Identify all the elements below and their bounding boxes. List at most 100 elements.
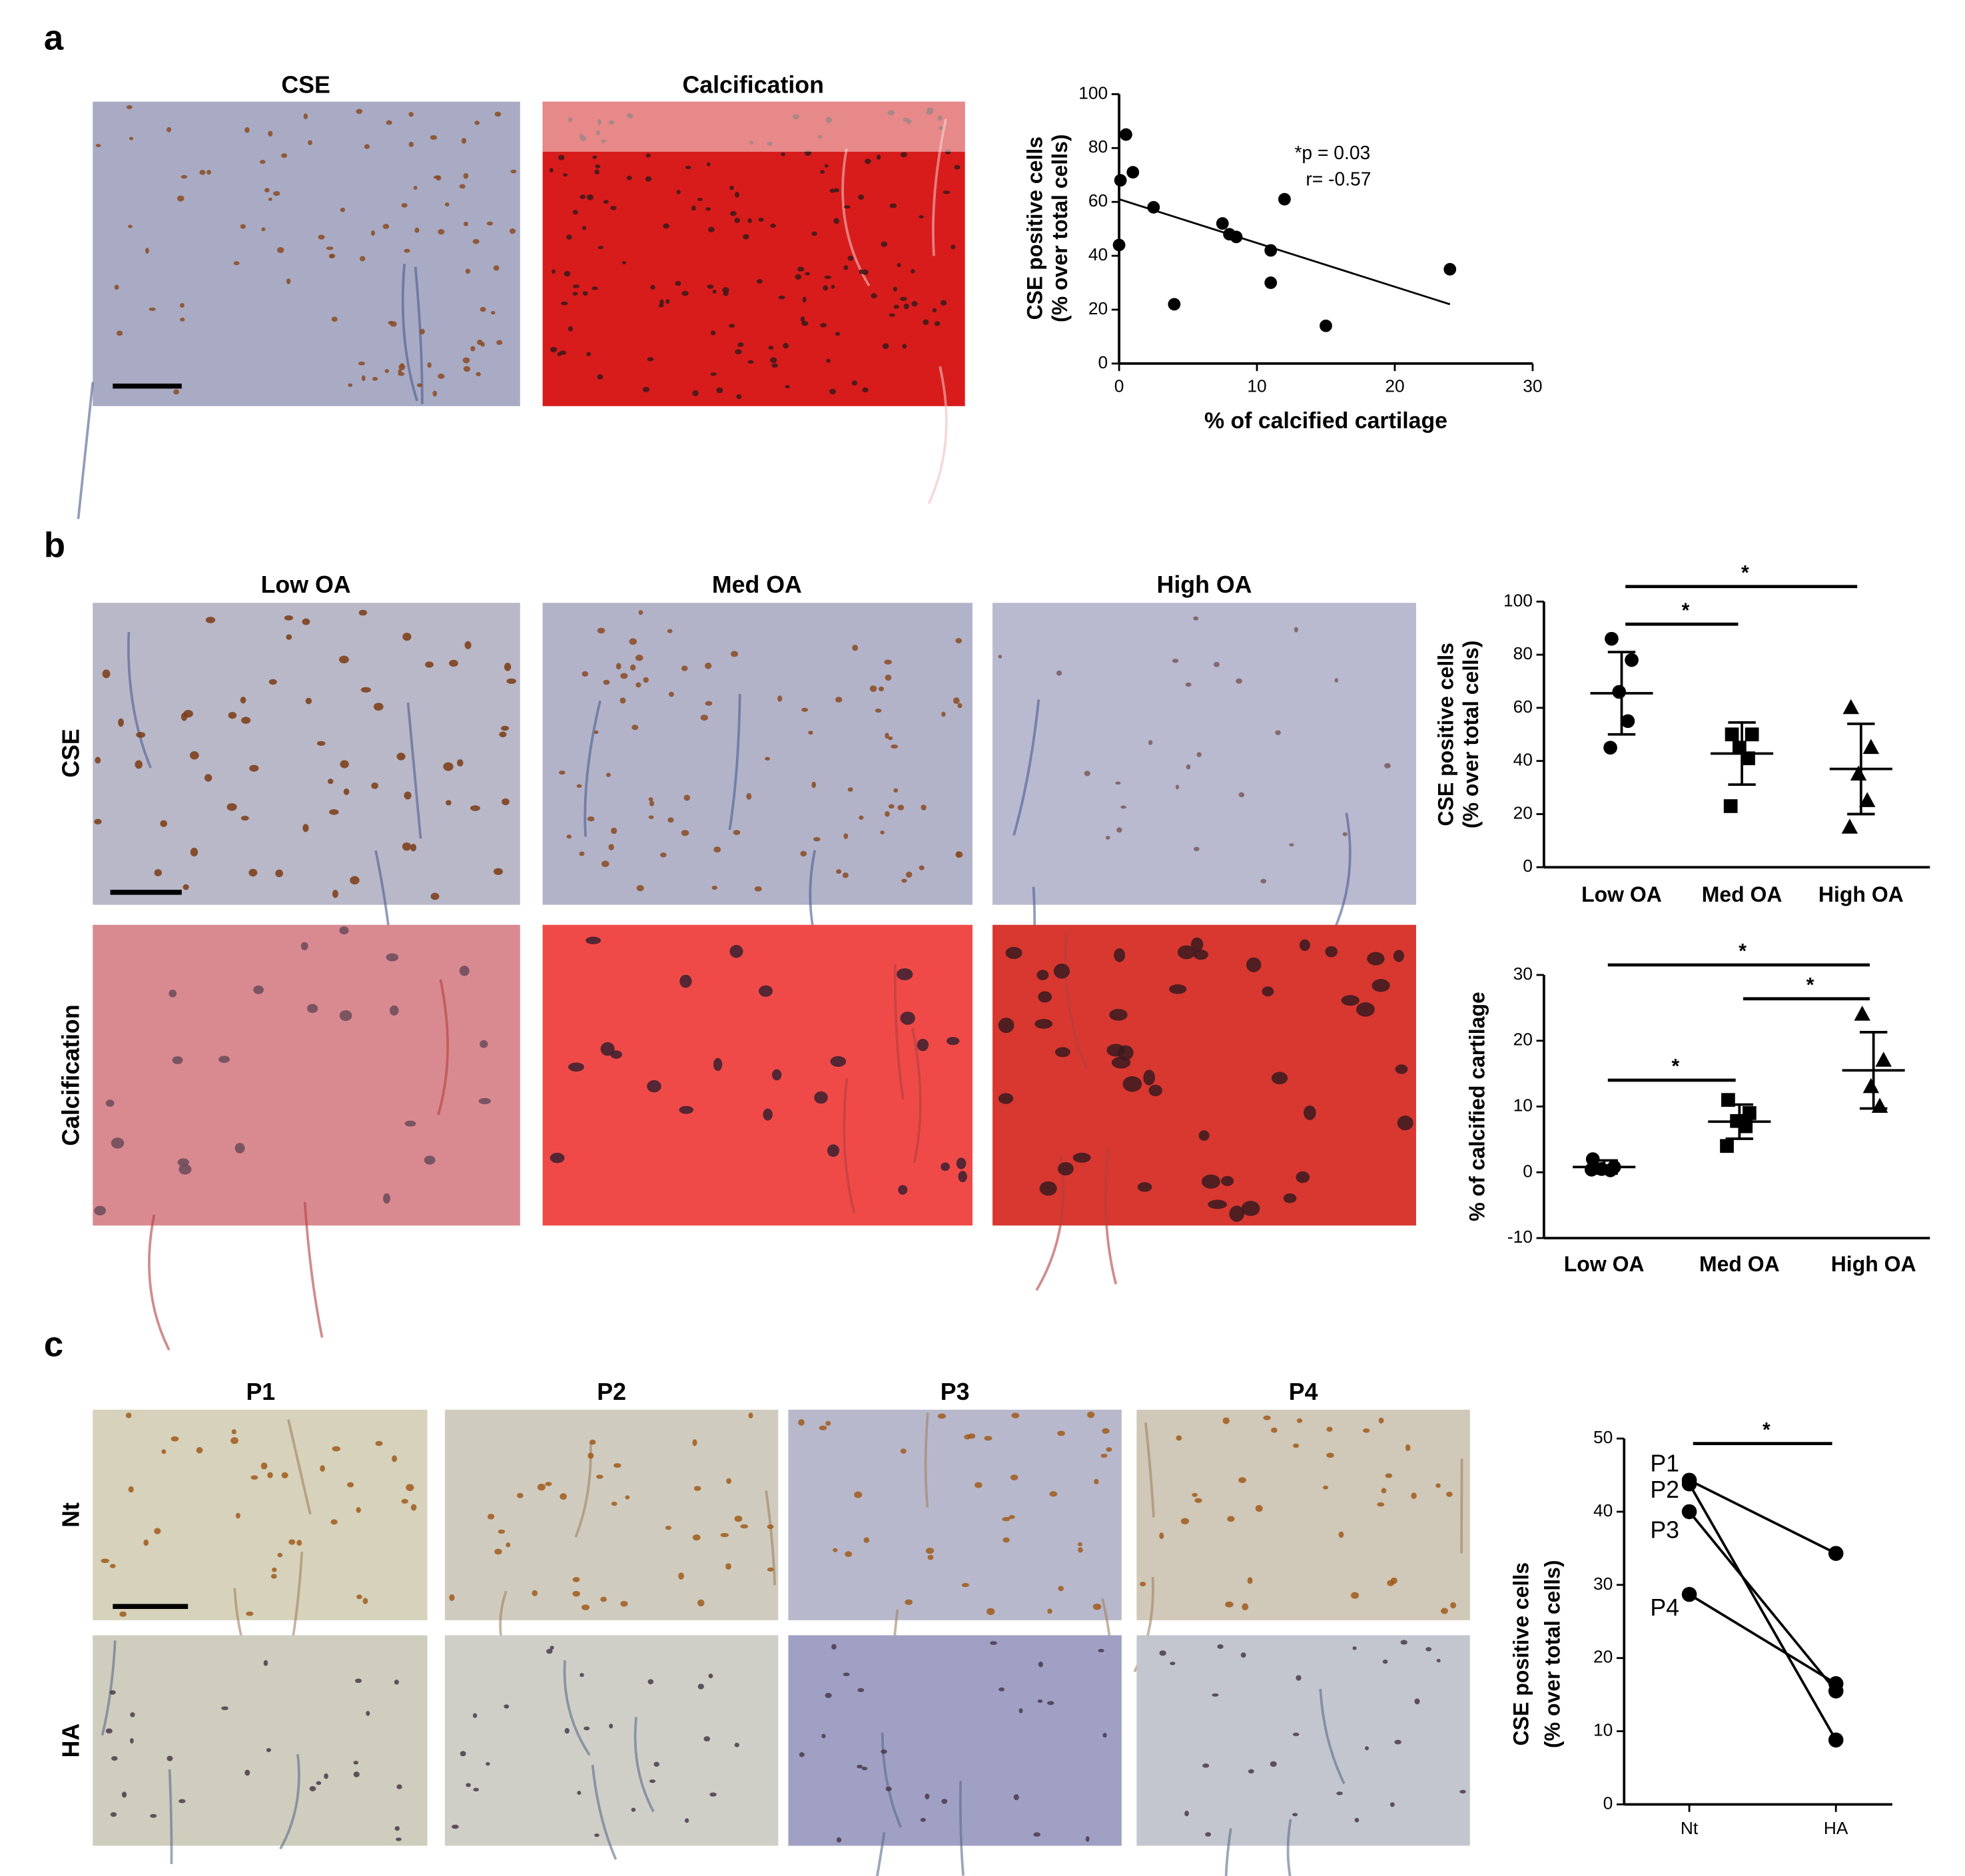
data-point xyxy=(1842,699,1860,715)
micrograph-cell xyxy=(659,299,664,306)
micrograph-cell xyxy=(823,285,829,291)
micrograph-cell xyxy=(161,1449,167,1454)
micrograph-cell xyxy=(302,824,309,832)
micrograph-cell xyxy=(1140,1582,1146,1587)
micrograph-cell xyxy=(1411,1492,1417,1499)
micrograph-cell xyxy=(619,697,626,704)
micrograph-cell xyxy=(218,1056,230,1064)
micrograph-cell xyxy=(246,1611,254,1616)
micrograph-cell xyxy=(956,851,961,858)
micrograph-cell xyxy=(180,317,185,322)
micrograph-cell xyxy=(831,1644,837,1650)
micrograph-cell xyxy=(735,349,742,355)
micrograph-cell xyxy=(463,221,468,226)
micrograph-cell xyxy=(1137,1182,1152,1192)
micrograph-cell xyxy=(386,953,399,962)
micrograph-cell xyxy=(681,830,689,836)
micrograph-cell xyxy=(102,669,111,679)
micrograph-cell xyxy=(955,638,963,644)
micrograph-cell xyxy=(340,760,349,769)
micrograph-cell xyxy=(362,1598,368,1604)
micrograph-cell xyxy=(509,228,516,234)
micrograph-cell xyxy=(857,1764,863,1769)
micrograph-highlight xyxy=(542,101,965,152)
micrograph xyxy=(788,1409,1122,1620)
micrograph-cell xyxy=(240,697,246,704)
micrograph-cell xyxy=(1092,1603,1102,1610)
micrograph-cell xyxy=(226,803,237,811)
data-point xyxy=(1723,799,1738,813)
micrograph-cell xyxy=(767,1524,774,1529)
micrograph-cell xyxy=(244,1769,250,1776)
micrograph-cell xyxy=(564,1727,570,1734)
micrograph-cell xyxy=(260,1462,268,1470)
y-axis-label: (% over total cells) xyxy=(1459,641,1483,828)
micrograph-cell xyxy=(433,175,441,179)
micrograph-cell xyxy=(305,697,312,705)
micrograph-streak xyxy=(893,964,905,1100)
micrograph-cell xyxy=(356,109,363,114)
micrograph-cell xyxy=(1202,1763,1210,1768)
micrograph-cell xyxy=(339,926,349,935)
micrograph-cell xyxy=(956,1157,967,1169)
micrograph-streak xyxy=(959,1781,965,1876)
data-point xyxy=(1841,818,1858,834)
micrograph-cell xyxy=(1222,1417,1230,1424)
micrograph-cell xyxy=(343,788,350,795)
micrograph-cell xyxy=(919,215,925,219)
micrograph-cell xyxy=(984,1435,992,1441)
micrograph-cell xyxy=(758,217,764,222)
micrograph-cell xyxy=(576,784,582,788)
micrograph-cell xyxy=(572,1577,580,1582)
micrograph-cell xyxy=(781,152,786,156)
micrograph-cell xyxy=(564,270,571,277)
micrograph-cell xyxy=(1217,1644,1224,1649)
micrograph-cell xyxy=(1115,781,1121,785)
y-tick-label: 0 xyxy=(1523,856,1533,876)
micrograph-cell xyxy=(276,247,284,254)
micrograph-cell xyxy=(272,190,280,196)
micrograph-cell xyxy=(600,1596,607,1602)
micrograph-cell xyxy=(631,1807,636,1812)
micrograph-cell xyxy=(143,1539,149,1546)
micrograph-cell xyxy=(911,300,918,307)
micrograph-cell xyxy=(597,246,603,250)
micrograph-cell xyxy=(1193,846,1200,852)
series-label: P4 xyxy=(1650,1594,1679,1621)
micrograph-cell xyxy=(550,1646,554,1650)
micrograph-cell xyxy=(676,190,681,194)
data-point xyxy=(1862,1078,1880,1094)
micrograph-cell xyxy=(785,385,790,389)
micrograph-cell xyxy=(145,248,149,254)
micrograph-cell xyxy=(493,868,503,875)
micrograph-streak xyxy=(881,1732,903,1828)
micrograph-cell xyxy=(885,811,890,817)
micrograph-cell xyxy=(638,610,643,615)
micrograph-cell xyxy=(820,170,825,174)
micrograph-cell xyxy=(771,1069,782,1081)
micrograph-cell xyxy=(424,1155,436,1165)
micrograph-cell xyxy=(862,387,869,393)
micrograph-cell xyxy=(1205,1832,1212,1837)
micrograph-cell xyxy=(272,1567,277,1572)
micrograph-cell xyxy=(1342,832,1348,836)
micrograph-cell xyxy=(177,195,185,202)
micrograph-cell xyxy=(1367,952,1385,966)
micrograph-cell xyxy=(1450,1602,1457,1609)
micrograph-cell xyxy=(360,256,366,262)
micrograph xyxy=(992,603,1416,905)
image-title: P3 xyxy=(941,1379,970,1405)
x-tick-label: 10 xyxy=(1247,376,1266,396)
micrograph-cell xyxy=(1394,1739,1401,1745)
micrograph-cell xyxy=(306,1004,318,1014)
micrograph-cell xyxy=(946,1036,960,1046)
micrograph-cell xyxy=(861,269,869,276)
micrograph-cell xyxy=(1038,1661,1043,1668)
micrograph-cell xyxy=(1208,1199,1228,1209)
micrograph-cell xyxy=(394,1680,399,1685)
micrograph-cell xyxy=(1395,1064,1408,1074)
micrograph-cell xyxy=(707,284,714,289)
micrograph-cell xyxy=(408,112,414,117)
micrograph-cell xyxy=(703,1736,711,1742)
micrograph-cell xyxy=(1289,843,1294,846)
